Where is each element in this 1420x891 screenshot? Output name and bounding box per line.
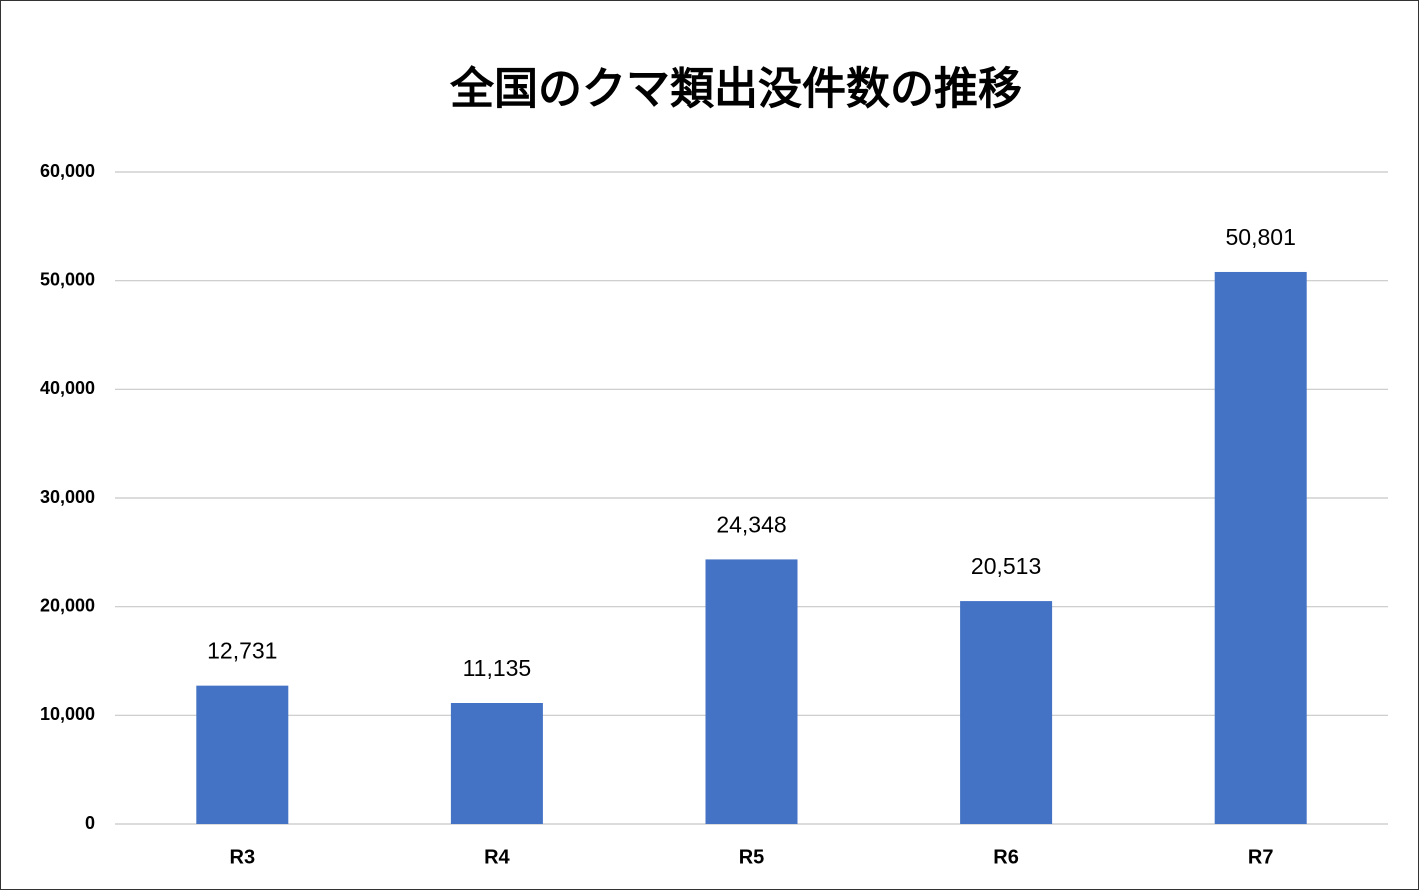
data-label: 12,731 — [207, 638, 277, 664]
bar — [196, 685, 289, 824]
y-tick-label: 60,000 — [40, 161, 95, 181]
y-tick-label: 10,000 — [40, 704, 95, 724]
x-tick-label: R5 — [739, 846, 765, 868]
bar — [705, 559, 798, 824]
y-tick-label: 30,000 — [40, 487, 95, 507]
bar — [450, 702, 543, 824]
bar — [1214, 271, 1307, 824]
x-tick-label: R3 — [230, 846, 256, 868]
chart-title: 全国のクマ類出没件数の推移 — [449, 64, 1022, 114]
y-tick-label: 20,000 — [40, 595, 95, 615]
bar — [960, 601, 1053, 824]
data-label: 20,513 — [971, 553, 1041, 579]
y-tick-label: 40,000 — [40, 378, 95, 398]
data-label: 50,801 — [1226, 224, 1296, 250]
data-label: 11,135 — [463, 655, 532, 681]
y-tick-label: 50,000 — [40, 269, 95, 289]
x-tick-label: R4 — [484, 846, 510, 868]
x-tick-label: R7 — [1248, 846, 1274, 868]
x-tick-label: R6 — [993, 846, 1019, 868]
y-tick-label: 0 — [85, 813, 95, 833]
data-label: 24,348 — [716, 511, 786, 537]
